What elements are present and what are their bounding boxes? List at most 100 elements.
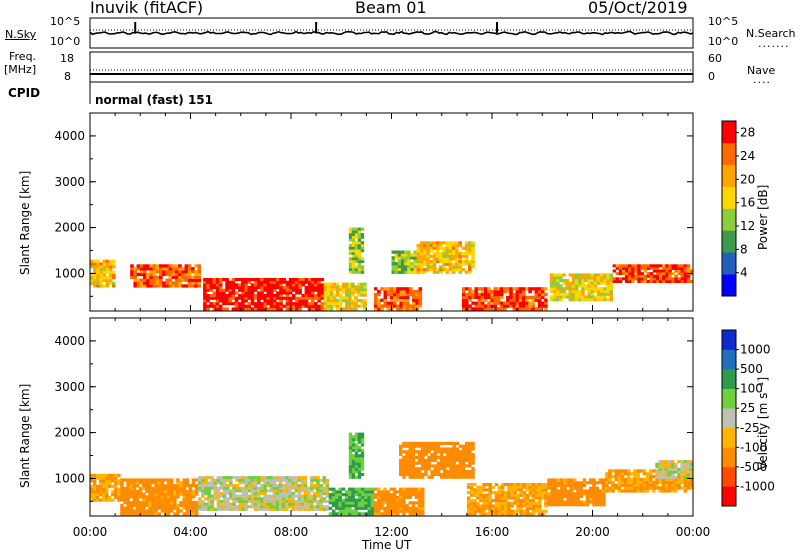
power-cell: [600, 289, 604, 293]
velocity-cell: [222, 497, 227, 501]
power-cell: [686, 274, 691, 278]
power-cell: [426, 257, 430, 261]
power-cell: [615, 266, 620, 270]
power-cell: [187, 284, 192, 288]
power-cell: [480, 301, 485, 305]
velocity-cell: [335, 512, 339, 516]
power-cell: [348, 265, 353, 269]
velocity-cell: [260, 478, 264, 482]
power-cell: [391, 264, 395, 269]
velocity-cell: [288, 478, 292, 482]
power-cell: [212, 296, 217, 300]
velocity-cell: [278, 505, 283, 509]
velocity-cell: [250, 492, 255, 495]
power-cell: [397, 262, 402, 266]
velocity-cell: [93, 479, 97, 483]
velocity-cell: [219, 505, 224, 509]
velocity-cell: [389, 506, 394, 510]
velocity-cell: [250, 494, 255, 498]
velocity-cell: [683, 470, 688, 474]
power-cell: [408, 287, 413, 291]
velocity-cell: [585, 492, 590, 496]
power-cell: [99, 281, 103, 285]
power-cell: [149, 267, 153, 271]
velocity-cell: [395, 504, 400, 508]
power-cell: [399, 295, 403, 300]
velocity-cell: [494, 493, 499, 497]
power-cell: [257, 291, 261, 295]
velocity-cell: [99, 487, 103, 491]
velocity-cell: [275, 497, 280, 501]
velocity-cell: [235, 494, 239, 498]
power-cell: [187, 267, 192, 271]
power-cell: [291, 288, 296, 292]
velocity-cell: [238, 489, 242, 493]
power-cell: [531, 298, 536, 302]
power-cell: [435, 249, 440, 253]
velocity-cell: [686, 467, 691, 471]
velocity-cell: [525, 483, 530, 487]
velocity-cell: [661, 489, 666, 493]
velocity-colorbar-tick-label: -100: [740, 440, 767, 454]
power-cell: [234, 304, 239, 308]
power-cell: [363, 282, 367, 286]
velocity-cell: [671, 477, 675, 482]
power-cell: [451, 241, 456, 245]
power-cell: [143, 281, 147, 285]
power-cell: [187, 272, 192, 277]
power-cell: [159, 270, 163, 274]
power-cell: [562, 287, 566, 291]
power-cell: [304, 286, 309, 290]
velocity-cell: [241, 476, 246, 480]
power-cell: [93, 262, 97, 266]
power-cell: [108, 259, 113, 263]
power-cell: [257, 286, 261, 290]
velocity-cell: [331, 487, 336, 491]
power-cell: [429, 246, 434, 250]
power-cell: [461, 295, 466, 300]
velocity-cell: [671, 489, 675, 493]
power-cell: [499, 292, 504, 297]
velocity-cell: [157, 503, 161, 507]
velocity-cell: [411, 475, 416, 479]
velocity-cell: [436, 461, 441, 465]
power-cell: [335, 290, 340, 294]
power-cell: [272, 302, 277, 306]
power-cell: [643, 274, 647, 278]
power-cell: [133, 270, 137, 274]
power-cell: [338, 293, 343, 297]
power-cell: [357, 241, 362, 245]
velocity-cell: [102, 498, 106, 502]
power-cell: [225, 288, 229, 292]
power-cell: [461, 307, 466, 311]
velocity-cell: [566, 492, 571, 496]
velocity-cell: [210, 494, 214, 498]
velocity-cell: [170, 498, 174, 502]
velocity-cell: [417, 475, 422, 479]
velocity-cell: [550, 489, 555, 493]
velocity-cell: [357, 464, 362, 468]
velocity-cell: [297, 486, 302, 490]
velocity-cell: [639, 477, 644, 482]
velocity-cell: [151, 506, 155, 510]
velocity-cell: [504, 496, 508, 500]
power-cell: [241, 286, 245, 290]
velocity-cell: [538, 509, 542, 513]
power-cell: [133, 275, 137, 279]
power-cell: [222, 291, 226, 295]
velocity-cell: [275, 502, 280, 506]
power-cell: [400, 259, 405, 263]
velocity-cell: [282, 497, 286, 501]
velocity-cell: [479, 488, 483, 492]
velocity-cell: [198, 478, 202, 482]
velocity-cell: [592, 494, 596, 498]
power-cell: [175, 278, 179, 282]
power-cell: [458, 270, 462, 274]
power-cell: [587, 284, 591, 288]
power-cell: [458, 257, 462, 261]
power-cell: [556, 298, 560, 302]
velocity-cell: [157, 486, 161, 491]
power-cell: [410, 253, 414, 257]
power-cell: [404, 250, 408, 254]
power-cell: [272, 286, 277, 290]
